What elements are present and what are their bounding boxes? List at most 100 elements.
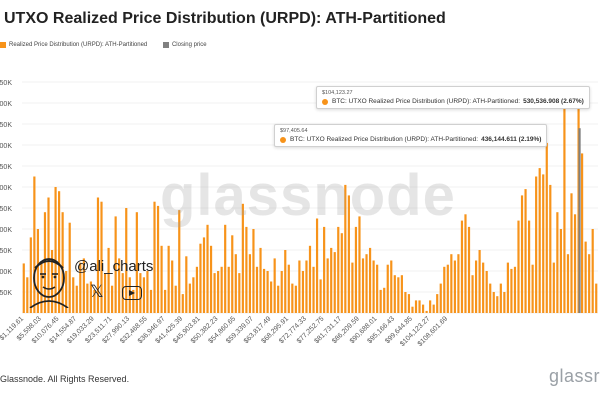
urpd-bar[interactable] (524, 189, 527, 313)
urpd-bar[interactable] (206, 224, 209, 313)
urpd-bar[interactable] (305, 260, 308, 314)
urpd-bar[interactable] (160, 245, 163, 313)
urpd-bar[interactable] (365, 254, 368, 313)
urpd-bar[interactable] (556, 212, 559, 313)
urpd-bar[interactable] (478, 250, 481, 313)
urpd-bar[interactable] (549, 184, 552, 313)
urpd-bar[interactable] (79, 262, 82, 313)
urpd-bar[interactable] (259, 247, 262, 313)
urpd-bar[interactable] (429, 300, 432, 313)
urpd-bar[interactable] (118, 258, 121, 313)
urpd-bar[interactable] (199, 243, 202, 313)
urpd-bar[interactable] (340, 233, 343, 313)
urpd-bar[interactable] (460, 220, 464, 313)
urpd-bar[interactable] (291, 283, 294, 313)
urpd-bar[interactable] (453, 260, 456, 314)
urpd-bar[interactable] (217, 271, 220, 313)
urpd-bar[interactable] (471, 275, 474, 313)
urpd-bar[interactable] (33, 176, 36, 314)
urpd-bar[interactable] (538, 168, 541, 313)
urpd-bar[interactable] (220, 266, 223, 313)
urpd-bar[interactable] (22, 263, 25, 313)
urpd-bar[interactable] (319, 279, 322, 313)
urpd-bar[interactable] (436, 294, 439, 313)
urpd-bar[interactable] (474, 260, 478, 314)
urpd-bar[interactable] (40, 262, 43, 313)
urpd-bar[interactable] (404, 292, 407, 313)
urpd-bar[interactable] (29, 237, 32, 313)
urpd-bar[interactable] (552, 262, 555, 313)
urpd-bar[interactable] (312, 266, 315, 313)
urpd-bar[interactable] (418, 300, 421, 313)
urpd-bar[interactable] (103, 273, 107, 313)
urpd-bar[interactable] (86, 283, 89, 313)
urpd-bar[interactable] (270, 281, 273, 314)
urpd-bar[interactable] (513, 266, 517, 313)
urpd-bar[interactable] (262, 268, 266, 313)
urpd-bar[interactable] (146, 271, 149, 313)
urpd-bar[interactable] (164, 289, 167, 313)
urpd-bar[interactable] (153, 201, 156, 313)
urpd-bar[interactable] (111, 285, 114, 313)
urpd-bar[interactable] (383, 287, 386, 313)
urpd-bar[interactable] (72, 277, 75, 313)
urpd-bar[interactable] (234, 254, 237, 313)
urpd-bar[interactable] (421, 304, 425, 313)
urpd-bar[interactable] (400, 275, 403, 313)
urpd-bar[interactable] (61, 212, 64, 313)
urpd-bar[interactable] (241, 203, 244, 313)
urpd-bar[interactable] (213, 273, 216, 313)
urpd-bar[interactable] (506, 262, 509, 313)
urpd-bar[interactable] (464, 214, 467, 313)
x-logo-icon[interactable]: 𝕏 (90, 282, 104, 301)
urpd-bar[interactable] (255, 266, 259, 313)
urpd-bar[interactable] (492, 292, 495, 313)
urpd-bar[interactable] (570, 193, 573, 313)
urpd-bar[interactable] (573, 214, 577, 313)
urpd-bar[interactable] (50, 250, 54, 313)
urpd-bar[interactable] (581, 153, 584, 313)
urpd-bar[interactable] (531, 264, 534, 313)
urpd-bar[interactable] (231, 235, 234, 313)
urpd-bar[interactable] (139, 273, 142, 313)
urpd-bar[interactable] (432, 304, 435, 313)
urpd-bar[interactable] (54, 187, 57, 313)
urpd-bar[interactable] (93, 289, 96, 313)
urpd-bar[interactable] (68, 222, 71, 313)
urpd-bar[interactable] (368, 247, 372, 313)
urpd-bar[interactable] (528, 220, 531, 313)
urpd-bar[interactable] (26, 277, 29, 313)
urpd-bar[interactable] (188, 283, 191, 313)
urpd-bar[interactable] (489, 283, 492, 313)
urpd-bar[interactable] (125, 208, 128, 313)
urpd-bar[interactable] (308, 245, 312, 313)
urpd-bar[interactable] (294, 285, 297, 313)
urpd-bar[interactable] (171, 260, 174, 314)
urpd-bar[interactable] (227, 266, 230, 313)
urpd-bar[interactable] (202, 237, 206, 313)
urpd-bar[interactable] (298, 260, 301, 314)
urpd-bar[interactable] (58, 191, 61, 313)
urpd-bar[interactable] (485, 271, 488, 313)
urpd-bar[interactable] (358, 216, 361, 313)
urpd-bar[interactable] (386, 264, 389, 313)
urpd-bar[interactable] (446, 264, 449, 313)
urpd-bar[interactable] (337, 226, 340, 313)
urpd-bar[interactable] (36, 229, 39, 313)
urpd-bar[interactable] (457, 254, 460, 313)
urpd-bar[interactable] (376, 264, 379, 313)
urpd-bar[interactable] (517, 220, 520, 313)
urpd-bar[interactable] (361, 258, 365, 313)
urpd-bar[interactable] (132, 289, 135, 313)
urpd-bar[interactable] (248, 254, 252, 313)
urpd-bar[interactable] (354, 226, 358, 313)
urpd-bar[interactable] (496, 296, 499, 313)
urpd-bar[interactable] (135, 212, 138, 313)
urpd-bar[interactable] (482, 262, 485, 313)
urpd-bar[interactable] (535, 176, 538, 314)
legend-item-closing-price[interactable]: Closing price (162, 42, 207, 48)
urpd-bar[interactable] (591, 229, 594, 313)
urpd-bar[interactable] (344, 184, 347, 313)
urpd-bar[interactable] (439, 283, 442, 313)
urpd-bar[interactable] (178, 210, 181, 313)
